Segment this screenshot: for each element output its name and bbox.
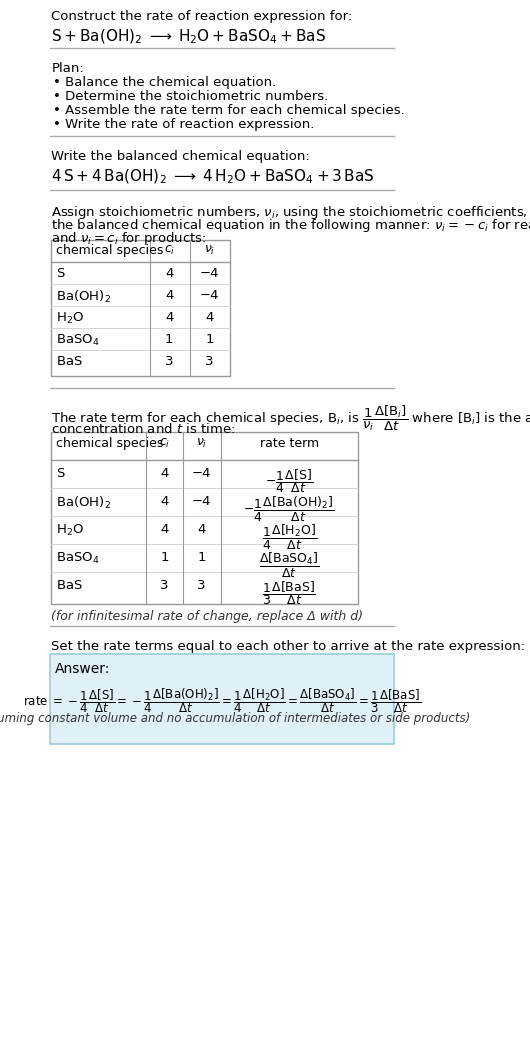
Text: $\mathrm{4\,S + 4\,Ba(OH)_2 \;\longrightarrow\; 4\,H_2O + BaSO_4 + 3\,BaS}$: $\mathrm{4\,S + 4\,Ba(OH)_2 \;\longright… [51, 168, 375, 187]
Text: $\dfrac{1}{4}\dfrac{\Delta[\mathrm{H_2O}]}{\Delta t}$: $\dfrac{1}{4}\dfrac{\Delta[\mathrm{H_2O}… [262, 523, 317, 552]
Text: rate $= -\dfrac{1}{4}\dfrac{\Delta[\mathrm{S}]}{\Delta t} = -\dfrac{1}{4}\dfrac{: rate $= -\dfrac{1}{4}\dfrac{\Delta[\math… [23, 686, 421, 715]
Text: Set the rate terms equal to each other to arrive at the rate expression:: Set the rate terms equal to each other t… [51, 640, 525, 653]
Text: $\mathrm{S}$: $\mathrm{S}$ [56, 267, 66, 280]
Text: $\mathrm{BaS}$: $\mathrm{BaS}$ [56, 579, 83, 592]
Text: chemical species: chemical species [56, 244, 163, 257]
Text: 4: 4 [165, 311, 173, 324]
Text: 3: 3 [165, 355, 173, 368]
FancyBboxPatch shape [51, 432, 358, 604]
Text: Plan:: Plan: [51, 63, 84, 75]
Text: $\nu_i$: $\nu_i$ [204, 244, 215, 257]
Text: 4: 4 [165, 267, 173, 280]
Text: 4: 4 [198, 523, 206, 536]
Text: Assign stoichiometric numbers, $\nu_i$, using the stoichiometric coefficients, $: Assign stoichiometric numbers, $\nu_i$, … [51, 204, 530, 221]
Text: −4: −4 [200, 289, 219, 302]
Text: $\mathrm{BaSO_4}$: $\mathrm{BaSO_4}$ [56, 551, 100, 566]
Text: the balanced chemical equation in the following manner: $\nu_i = -c_i$ for react: the balanced chemical equation in the fo… [51, 217, 530, 234]
Text: Answer:: Answer: [55, 662, 111, 676]
Text: $\mathrm{H_2O}$: $\mathrm{H_2O}$ [56, 311, 84, 326]
Text: −4: −4 [200, 267, 219, 280]
Text: 1: 1 [197, 551, 206, 564]
Text: −4: −4 [192, 495, 211, 508]
Text: rate term: rate term [260, 437, 319, 450]
Text: $\mathrm{BaSO_4}$: $\mathrm{BaSO_4}$ [56, 333, 100, 348]
Text: concentration and $t$ is time:: concentration and $t$ is time: [51, 422, 235, 436]
Text: $\mathrm{Ba(OH)_2}$: $\mathrm{Ba(OH)_2}$ [56, 495, 111, 511]
Text: (assuming constant volume and no accumulation of intermediates or side products): (assuming constant volume and no accumul… [0, 712, 471, 725]
Text: • Balance the chemical equation.: • Balance the chemical equation. [52, 76, 276, 89]
Text: $\mathrm{S + Ba(OH)_2 \;\longrightarrow\; H_2O + BaSO_4 + BaS}$: $\mathrm{S + Ba(OH)_2 \;\longrightarrow\… [51, 28, 326, 47]
Text: • Determine the stoichiometric numbers.: • Determine the stoichiometric numbers. [52, 90, 328, 103]
Text: 4: 4 [165, 289, 173, 302]
Text: $\dfrac{1}{3}\dfrac{\Delta[\mathrm{BaS}]}{\Delta t}$: $\dfrac{1}{3}\dfrac{\Delta[\mathrm{BaS}]… [262, 579, 316, 606]
Text: 4: 4 [206, 311, 214, 324]
Text: 4: 4 [161, 467, 169, 480]
Text: • Write the rate of reaction expression.: • Write the rate of reaction expression. [52, 118, 314, 131]
Text: $c_i$: $c_i$ [164, 244, 175, 257]
Text: 1: 1 [160, 551, 169, 564]
Text: 1: 1 [206, 333, 214, 346]
Text: $-\dfrac{1}{4}\dfrac{\Delta[\mathrm{S}]}{\Delta t}$: $-\dfrac{1}{4}\dfrac{\Delta[\mathrm{S}]}… [265, 467, 313, 495]
Text: $\mathrm{Ba(OH)_2}$: $\mathrm{Ba(OH)_2}$ [56, 289, 111, 305]
Text: chemical species: chemical species [56, 437, 163, 450]
Text: $\mathrm{H_2O}$: $\mathrm{H_2O}$ [56, 523, 84, 538]
Text: and $\nu_i = c_i$ for products:: and $\nu_i = c_i$ for products: [51, 230, 207, 247]
Text: $\nu_i$: $\nu_i$ [196, 437, 207, 450]
Text: Write the balanced chemical equation:: Write the balanced chemical equation: [51, 150, 310, 163]
Text: • Assemble the rate term for each chemical species.: • Assemble the rate term for each chemic… [52, 104, 404, 117]
Text: The rate term for each chemical species, B$_i$, is $\dfrac{1}{\nu_i}\dfrac{\Delt: The rate term for each chemical species,… [51, 404, 530, 433]
Text: (for infinitesimal rate of change, replace Δ with d): (for infinitesimal rate of change, repla… [51, 610, 364, 623]
Text: $-\dfrac{1}{4}\dfrac{\Delta[\mathrm{Ba(OH)_2}]}{\Delta t}$: $-\dfrac{1}{4}\dfrac{\Delta[\mathrm{Ba(O… [243, 495, 335, 524]
Text: 4: 4 [161, 523, 169, 536]
Text: 3: 3 [160, 579, 169, 592]
FancyBboxPatch shape [51, 240, 230, 376]
Text: $c_i$: $c_i$ [159, 437, 170, 450]
Text: 3: 3 [197, 579, 206, 592]
Text: 4: 4 [161, 495, 169, 508]
Text: 3: 3 [206, 355, 214, 368]
Text: 1: 1 [165, 333, 173, 346]
Text: Construct the rate of reaction expression for:: Construct the rate of reaction expressio… [51, 10, 352, 23]
FancyBboxPatch shape [50, 654, 394, 744]
Text: $\mathrm{BaS}$: $\mathrm{BaS}$ [56, 355, 83, 368]
Text: −4: −4 [192, 467, 211, 480]
Text: $\mathrm{S}$: $\mathrm{S}$ [56, 467, 66, 480]
Text: $\dfrac{\Delta[\mathrm{BaSO_4}]}{\Delta t}$: $\dfrac{\Delta[\mathrm{BaSO_4}]}{\Delta … [259, 551, 320, 580]
